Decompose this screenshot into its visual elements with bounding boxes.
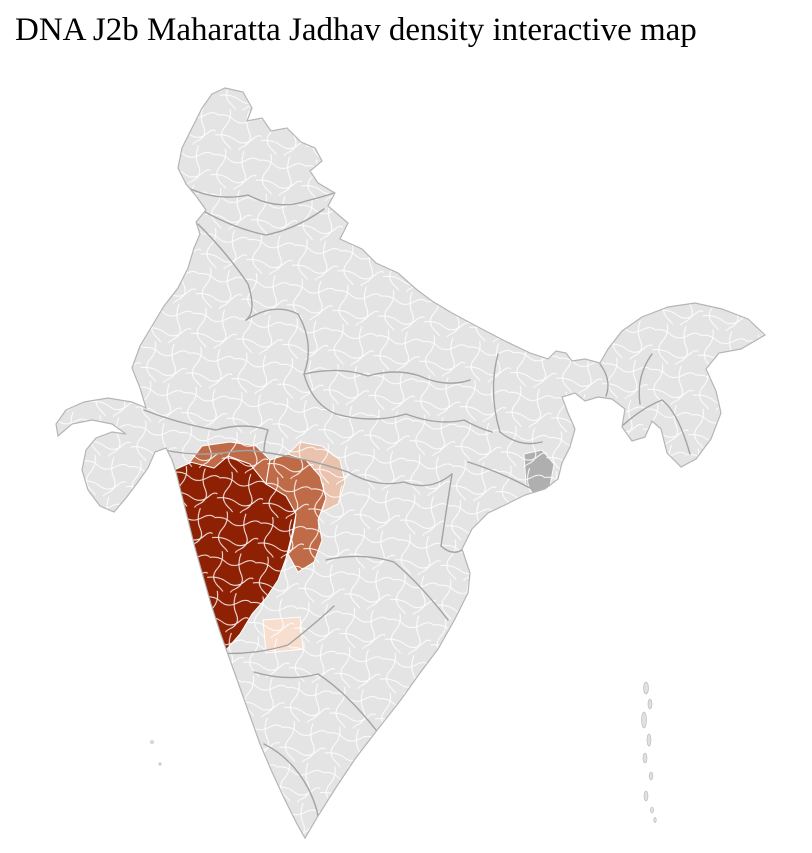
state-border-line xyxy=(499,431,543,445)
island-lakshadweep xyxy=(158,762,162,766)
state-border-line xyxy=(325,555,449,621)
state-border-line xyxy=(621,399,691,455)
state-border-line xyxy=(263,743,319,817)
state-border-line xyxy=(638,353,653,405)
state-border-line xyxy=(183,185,335,206)
state-border-line xyxy=(204,208,325,236)
state-border-line xyxy=(467,461,531,489)
state-border-line xyxy=(143,409,269,453)
island-nicobar xyxy=(653,817,657,823)
island-andaman xyxy=(646,733,652,747)
island-nicobar xyxy=(650,806,654,814)
island-andaman xyxy=(647,698,653,710)
state-border-line xyxy=(253,671,377,731)
island-andaman xyxy=(641,711,647,729)
page-title: DNA J2b Maharatta Jadhav density interac… xyxy=(15,12,697,48)
island-nicobar xyxy=(643,790,649,802)
islands xyxy=(150,681,657,823)
state-border-line xyxy=(303,369,471,384)
state-border-line xyxy=(261,451,453,487)
island-andaman xyxy=(643,681,649,695)
state-borders xyxy=(143,185,691,817)
state-border-line xyxy=(163,449,263,455)
state-border-line xyxy=(245,308,337,415)
state-border-line xyxy=(492,353,501,433)
state-border-line xyxy=(440,473,463,553)
island-lakshadweep xyxy=(150,740,154,744)
state-border-line xyxy=(197,223,253,321)
island-andaman xyxy=(642,752,648,764)
island-nicobar xyxy=(648,771,654,781)
state-border-line xyxy=(599,363,609,397)
state-border-line xyxy=(335,413,493,433)
